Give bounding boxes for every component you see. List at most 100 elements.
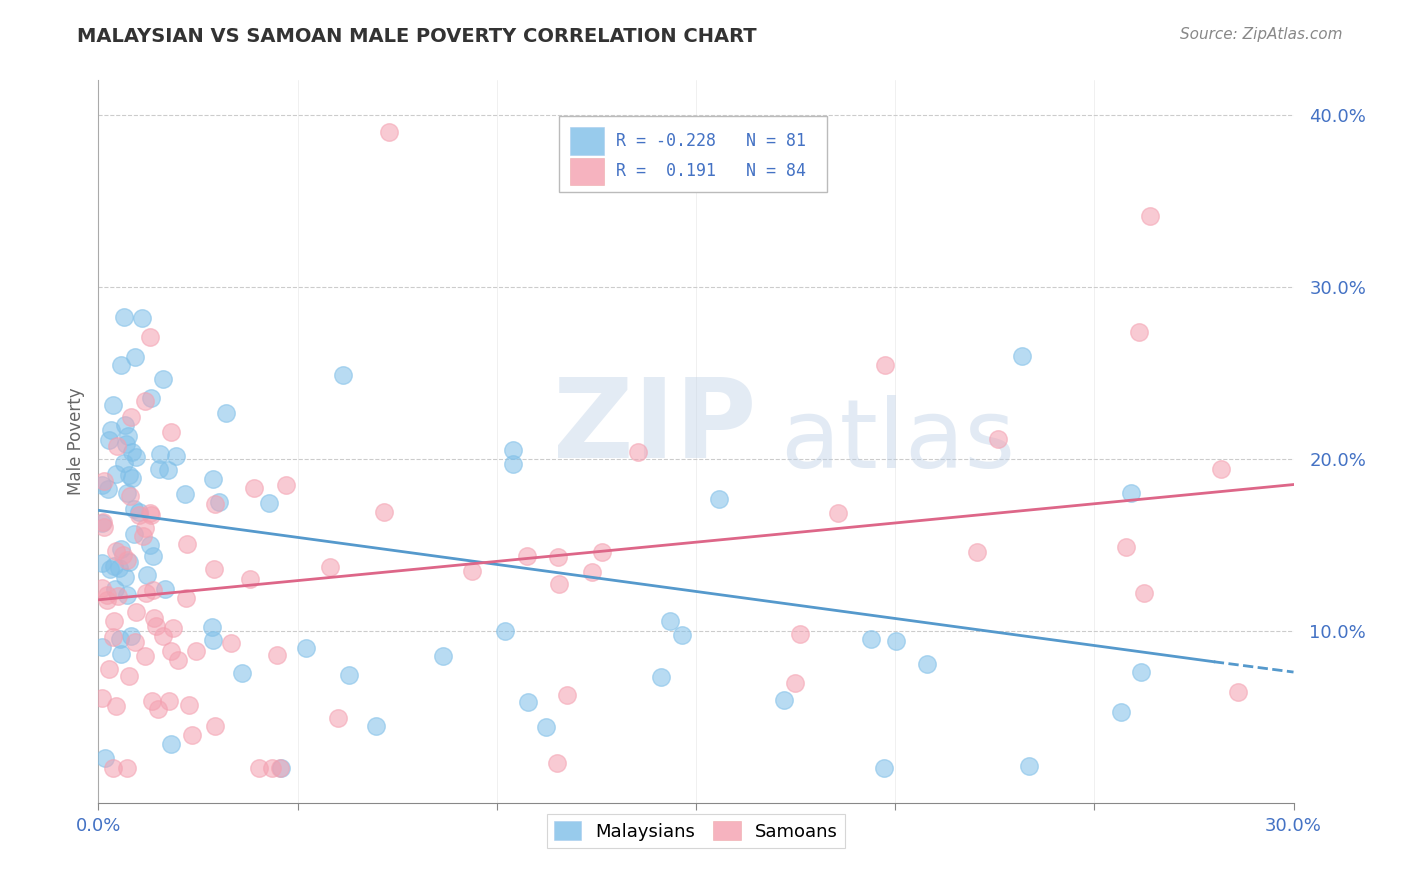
Point <box>103 558 125 573</box>
Point <box>184 644 207 658</box>
Point <box>204 497 226 511</box>
Point <box>122 526 145 541</box>
Point <box>121 471 143 485</box>
Point <box>884 633 907 648</box>
Point <box>122 501 145 516</box>
Point <box>96 589 118 603</box>
Point <box>249 761 271 775</box>
Text: R = -0.228   N = 81: R = -0.228 N = 81 <box>616 132 806 150</box>
Point <box>93 474 115 488</box>
Point <box>332 368 354 383</box>
Point <box>112 310 135 324</box>
Point <box>148 702 170 716</box>
Point <box>114 570 136 584</box>
Point <box>176 591 198 606</box>
Point <box>269 761 291 775</box>
Point <box>915 657 938 671</box>
Point <box>121 445 143 459</box>
Point <box>128 508 150 523</box>
Point <box>112 548 135 562</box>
Point <box>319 560 342 574</box>
Point <box>366 719 388 733</box>
Y-axis label: Male Poverty: Male Poverty <box>66 388 84 495</box>
Point <box>110 542 132 557</box>
Point <box>110 648 132 662</box>
FancyBboxPatch shape <box>571 128 605 154</box>
Point <box>91 516 114 530</box>
Point <box>966 545 988 559</box>
Point <box>120 410 142 425</box>
Point <box>219 636 242 650</box>
Point <box>1111 706 1133 720</box>
Point <box>93 520 115 534</box>
Point <box>176 537 198 551</box>
Point <box>179 698 201 712</box>
Point <box>138 538 160 552</box>
Point <box>149 447 172 461</box>
Point <box>132 529 155 543</box>
Point <box>201 620 224 634</box>
Point <box>1227 685 1250 699</box>
Point <box>117 429 139 443</box>
Point <box>112 457 135 471</box>
Text: ZIP: ZIP <box>553 374 756 481</box>
Point <box>157 463 180 477</box>
Point <box>125 606 148 620</box>
Point <box>104 699 127 714</box>
Point <box>1115 540 1137 554</box>
Point <box>231 666 253 681</box>
Point <box>1129 665 1152 680</box>
Point <box>276 478 298 492</box>
Point <box>115 486 138 500</box>
Point <box>117 588 139 602</box>
Point <box>152 629 174 643</box>
Point <box>536 720 558 734</box>
Point <box>432 649 454 664</box>
Point <box>91 640 114 655</box>
Point <box>202 562 225 576</box>
Point <box>516 549 538 564</box>
Point <box>96 593 118 607</box>
Point <box>103 614 125 628</box>
Point <box>1209 462 1232 476</box>
Point <box>555 688 578 702</box>
Point <box>115 553 138 567</box>
Point <box>295 641 318 656</box>
Point <box>98 662 121 676</box>
Point <box>142 583 165 598</box>
Point <box>517 695 540 709</box>
Point <box>94 751 117 765</box>
Point <box>658 614 681 628</box>
Point <box>98 561 121 575</box>
Point <box>337 667 360 681</box>
Point <box>257 496 280 510</box>
Point <box>1011 349 1033 363</box>
Point <box>546 756 568 770</box>
Point <box>103 398 125 412</box>
Point <box>243 481 266 495</box>
Point <box>326 711 349 725</box>
Point <box>152 372 174 386</box>
Point <box>101 761 124 775</box>
Point <box>91 690 114 705</box>
Point <box>180 728 202 742</box>
Point <box>872 761 894 775</box>
Point <box>167 653 190 667</box>
Point <box>108 561 131 575</box>
Point <box>262 761 284 775</box>
Point <box>270 761 292 775</box>
Point <box>128 505 150 519</box>
Point <box>650 670 672 684</box>
Point <box>135 586 157 600</box>
Point <box>159 737 181 751</box>
Point <box>204 719 226 733</box>
Point <box>1133 586 1156 600</box>
Point <box>859 632 882 647</box>
Point <box>215 406 238 420</box>
Point <box>547 549 569 564</box>
Point <box>142 611 165 625</box>
Point <box>162 621 184 635</box>
Legend: Malaysians, Samoans: Malaysians, Samoans <box>547 814 845 848</box>
Point <box>378 125 401 139</box>
Point <box>239 572 262 586</box>
